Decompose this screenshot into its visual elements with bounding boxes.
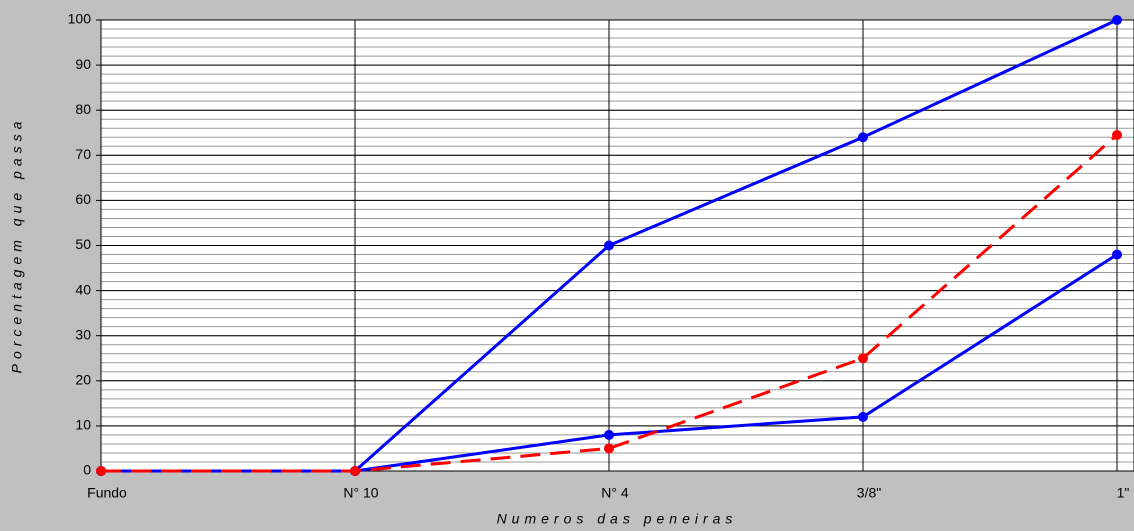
y-tick-label: 80 [75, 101, 91, 117]
y-axis-title: Porcentagem que passa [9, 117, 25, 374]
data-point [604, 240, 614, 251]
y-tick-label: 90 [75, 56, 91, 72]
data-point [604, 443, 614, 454]
y-tick-label: 60 [75, 191, 91, 207]
data-point [1112, 249, 1122, 260]
y-tick-label: 50 [75, 236, 91, 252]
data-point [96, 466, 106, 476]
y-tick-label: 20 [75, 372, 91, 388]
x-tick-label: N° 4 [601, 485, 629, 501]
x-tick-label: 1" [1117, 485, 1130, 501]
data-point [1112, 130, 1122, 141]
data-point [858, 411, 868, 422]
x-tick-label: N° 10 [343, 485, 378, 501]
data-point [858, 353, 868, 364]
y-tick-label: 0 [83, 462, 91, 478]
data-point [604, 429, 614, 440]
y-tick-label: 40 [75, 281, 91, 297]
plot-border [100, 19, 1134, 472]
series-line [101, 133, 1118, 473]
y-tick-label: 30 [75, 326, 91, 342]
y-tick-label: 10 [75, 417, 91, 433]
data-point [1112, 15, 1122, 25]
data-point [858, 132, 868, 143]
x-axis-title: Numeros das peneiras [497, 511, 738, 527]
data-point [350, 466, 360, 476]
x-tick-label: Fundo [87, 485, 127, 501]
y-tick-label: 100 [68, 11, 92, 27]
y-tick-label: 70 [75, 146, 91, 162]
x-tick-label: 3/8" [857, 485, 881, 501]
